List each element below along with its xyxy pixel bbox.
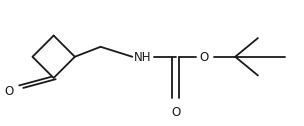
- Text: O: O: [171, 106, 180, 119]
- Text: NH: NH: [133, 51, 151, 64]
- Text: O: O: [5, 85, 14, 98]
- Text: O: O: [199, 51, 209, 64]
